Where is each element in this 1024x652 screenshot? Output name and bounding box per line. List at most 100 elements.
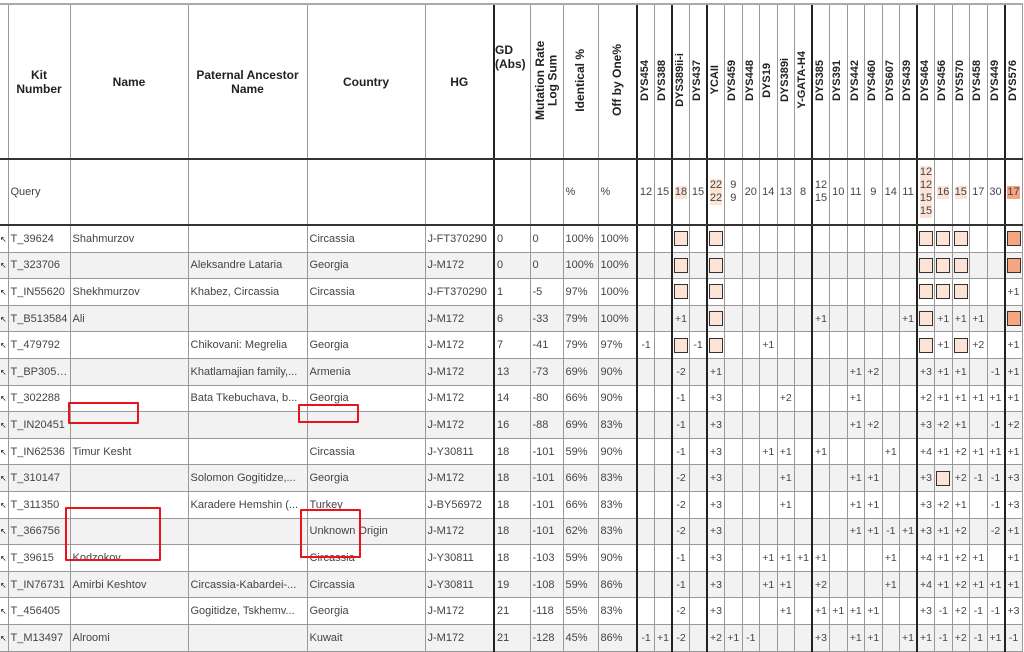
header-marker-dys570[interactable]: DYS570 — [951, 3, 970, 160]
table-row[interactable]: ↖ T_323706 Aleksandre Lataria Georgia J-M172… — [0, 251, 1023, 280]
row-expand-icon[interactable]: ↖ — [0, 437, 9, 466]
cell-kit-number[interactable]: T_323706 — [7, 251, 71, 280]
table-row[interactable]: ↖ T_479792 Chikovani: Megrelia Georgia J-M17… — [0, 331, 1023, 359]
table-row[interactable]: ↖ T_39615 Kodzokov Circassia J-Y30811 18 -103 5… — [0, 544, 1023, 572]
header-gd[interactable]: GD (Abs) — [493, 3, 531, 160]
header-marker-dys388[interactable]: DYS388 — [654, 3, 673, 160]
query-marker-number: 22 — [709, 179, 723, 191]
table-row[interactable]: ↖ T_B513584 Ali J-M172 6 -33 79% 100% +1 +1 +1 +1 +1… — [0, 304, 1023, 333]
header-marker-dys449[interactable]: DYS449 — [986, 3, 1005, 160]
annotation-box-kodzokov-keshtov — [65, 507, 161, 561]
cell-kit-number[interactable]: T_IN55620 — [7, 278, 71, 306]
table-row[interactable]: ↖ T_302288 Bata Tkebuchava, b... Georgia J-M… — [0, 384, 1023, 413]
row-expand-icon[interactable]: ↖ — [0, 357, 9, 386]
header-marker-dys576[interactable]: DYS576 — [1003, 3, 1023, 160]
cell-identical-pct: 97% — [562, 278, 599, 306]
header-marker-dys464[interactable]: DYS464 — [916, 3, 935, 160]
cell-off-by-one-pct: 100% — [597, 304, 638, 333]
header-identical[interactable]: Identical % — [562, 3, 599, 160]
table-row[interactable]: ↖ T_IN76731 Amirbi Keshtov Circassia-Kabard… — [0, 570, 1023, 599]
header-mutation-rate[interactable]: Mutation Rate Log Sum — [529, 3, 564, 160]
header-paternal-ancestor[interactable]: Paternal Ancestor Name — [187, 3, 308, 160]
header-marker-dys437[interactable]: DYS437 — [689, 3, 708, 160]
header-marker-ycaii[interactable]: YCAII — [706, 3, 725, 160]
cell-kit-number[interactable]: T_310147 — [7, 464, 71, 492]
header-marker-dys442[interactable]: DYS442 — [846, 3, 865, 160]
header-marker-dys389ii-i[interactable]: DYS389ii-i — [671, 3, 690, 160]
cell-kit-number[interactable]: T_39624 — [7, 224, 71, 253]
cell-marker-dys456: +1 — [934, 384, 953, 413]
cell-marker-dys454 — [636, 251, 655, 280]
cell-kit-number[interactable]: T_479792 — [7, 331, 71, 359]
header-marker-y-gata-h4[interactable]: Y-GATA-H4 — [794, 3, 813, 160]
table-row[interactable]: ↖ T_39624 Shahmurzov Circassia J-FT370290 0 0 1… — [0, 224, 1023, 253]
table-row[interactable]: ↖ T_M13497 Alroomi Kuwait J-M172 21 -128 45% 86%… — [0, 623, 1023, 652]
header-marker-dys391[interactable]: DYS391 — [829, 3, 848, 160]
header-marker-dys454[interactable]: DYS454 — [636, 3, 655, 160]
cell-paternal-ancestor — [187, 517, 308, 546]
cell-kit-number[interactable]: T_456405 — [7, 597, 71, 625]
cell-marker-dys448 — [741, 331, 760, 359]
cell-kit-number[interactable]: T_IN62536 — [7, 437, 71, 466]
cell-kit-number[interactable]: T_B513584 — [7, 304, 71, 333]
row-expand-icon[interactable]: ↖ — [0, 570, 9, 599]
cell-kit-number[interactable]: T_366756 — [7, 517, 71, 546]
table-row[interactable]: ↖ T_IN62536 Timur Kesht Circassia J-Y30811 18… — [0, 437, 1023, 466]
cell-kit-number[interactable]: T_311350 — [7, 490, 71, 519]
header-marker-dys607[interactable]: DYS607 — [881, 3, 900, 160]
header-name[interactable]: Name — [69, 3, 189, 160]
cell-marker-dys607 — [881, 464, 900, 492]
row-expand-icon[interactable]: ↖ — [0, 623, 9, 652]
cell-marker-dys391 — [829, 224, 848, 253]
row-expand-icon[interactable]: ↖ — [0, 464, 9, 492]
row-expand-icon[interactable]: ↖ — [0, 411, 9, 439]
cell-kit-number[interactable]: T_IN76731 — [7, 570, 71, 599]
cell-kit-number[interactable]: T_39615 — [7, 544, 71, 572]
header-off-by-one[interactable]: Off by One% — [597, 3, 638, 160]
cell-marker-dys454 — [636, 597, 655, 625]
header-marker-dys385[interactable]: DYS385 — [811, 3, 830, 160]
row-expand-icon[interactable]: ↖ — [0, 331, 9, 359]
table-row[interactable]: ↖ T_456405 Gogitidze, Tskhemv... Georgia J-M… — [0, 597, 1023, 625]
header-marker-dys459[interactable]: DYS459 — [724, 3, 743, 160]
cell-identical-pct: 66% — [562, 464, 599, 492]
row-expand-icon[interactable]: ↖ — [0, 544, 9, 572]
table-row[interactable]: ↖ T_BP30525 Khatlamajian family,... Armenia… — [0, 357, 1023, 386]
table-body: Query % % 12 15 18 15 22 22 9 9 20 14 13 8 12 15 10 11 9… — [0, 158, 1023, 652]
row-expand-icon[interactable]: ↖ — [0, 517, 9, 546]
table-row[interactable]: ↖ T_IN55620 Shekhmurzov Khabez, Circassia Ci… — [0, 278, 1023, 306]
table-row[interactable]: ↖ T_IN20451 J-M172 16 -88 69% 83% -1 +3 +1 +2 +3 +2 +… — [0, 411, 1023, 439]
cell-off-by-one-pct: 83% — [597, 411, 638, 439]
cell-marker-dys388 — [654, 278, 673, 306]
cell-marker-dys570 — [951, 224, 970, 253]
header-marker-dys460[interactable]: DYS460 — [864, 3, 883, 160]
cell-kit-number[interactable]: T_302288 — [7, 384, 71, 413]
header-marker-dys448[interactable]: DYS448 — [741, 3, 760, 160]
row-expand-icon[interactable]: ↖ — [0, 490, 9, 519]
cell-marker-dys464 — [916, 224, 935, 253]
cell-marker-dys437 — [689, 517, 708, 546]
cell-marker-dys388 — [654, 517, 673, 546]
cell-kit-number[interactable]: T_BP30525 — [7, 357, 71, 386]
row-expand-icon[interactable]: ↖ — [0, 224, 9, 253]
row-expand-icon[interactable]: ↖ — [0, 597, 9, 625]
header-hg[interactable]: HG — [424, 3, 495, 160]
header-country[interactable]: Country — [306, 3, 426, 160]
row-expand-icon[interactable]: ↖ — [0, 384, 9, 413]
query-marker-number: 11 — [850, 185, 862, 198]
header-marker-dys19[interactable]: DYS19 — [759, 3, 778, 160]
header-kit-number[interactable]: Kit Number — [7, 3, 71, 160]
header-marker-dys456[interactable]: DYS456 — [934, 3, 953, 160]
cell-marker-dys607: +1 — [881, 544, 900, 572]
header-marker-dys439[interactable]: DYS439 — [899, 3, 918, 160]
table-row[interactable]: ↖ T_366756 Unknown Origin J-M172 18 -101 62% 83… — [0, 517, 1023, 546]
cell-kit-number[interactable]: T_M13497 — [7, 623, 71, 652]
table-row[interactable]: ↖ T_310147 Solomon Gogitidze,... Georgia J-M… — [0, 464, 1023, 492]
row-expand-icon[interactable]: ↖ — [0, 251, 9, 280]
header-marker-dys458[interactable]: DYS458 — [969, 3, 988, 160]
header-marker-dys389i[interactable]: DYS389i — [776, 3, 795, 160]
cell-kit-number[interactable]: T_IN20451 — [7, 411, 71, 439]
cell-marker-dys464: +4 — [916, 437, 935, 466]
row-expand-icon[interactable]: ↖ — [0, 278, 9, 306]
row-expand-icon[interactable]: ↖ — [0, 304, 9, 333]
